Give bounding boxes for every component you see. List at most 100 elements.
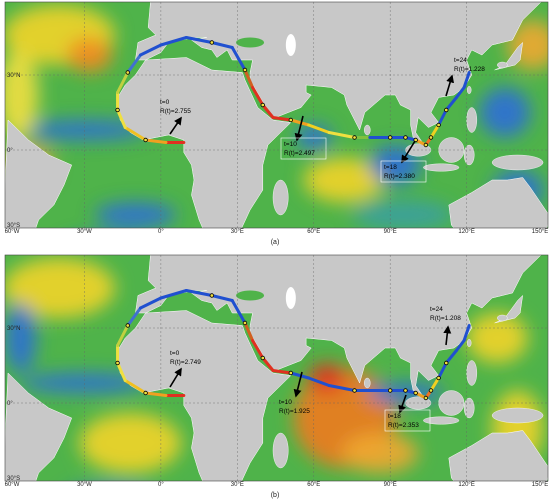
- risk-label: R(t)=2.497: [284, 150, 315, 157]
- route-node: [125, 70, 130, 75]
- route-segment: [454, 339, 466, 352]
- route-segment: [444, 349, 458, 365]
- arrow: [445, 74, 454, 97]
- island: [466, 86, 472, 94]
- route-segment: [126, 306, 142, 327]
- route-segment: [289, 118, 311, 127]
- longitude-label: 0°: [158, 229, 164, 235]
- route-node: [115, 360, 120, 366]
- route-segment: [116, 71, 130, 94]
- route-node: [403, 135, 408, 140]
- time-label: t=0: [170, 350, 180, 357]
- longitude-label: 120°E: [458, 482, 474, 488]
- ocean-patch: [303, 157, 386, 203]
- route-segment: [261, 356, 275, 372]
- ocean-patch: [64, 486, 156, 503]
- ocean-patch: [5, 50, 39, 140]
- route-segment: [210, 294, 234, 302]
- arrow: [293, 371, 303, 398]
- land: [117, 57, 292, 228]
- caspian-sea: [285, 287, 296, 309]
- route-segment: [462, 324, 471, 342]
- longitude-label: 60°W: [5, 482, 20, 488]
- route-node: [428, 388, 434, 393]
- route-segment: [126, 53, 142, 74]
- arrow: [294, 115, 304, 142]
- land: [494, 41, 524, 71]
- caspian-sea: [285, 34, 296, 56]
- time-label: t=24: [430, 306, 443, 313]
- arrow: [169, 367, 182, 388]
- island: [364, 377, 371, 389]
- label-box: [280, 137, 327, 160]
- ocean-patch: [479, 87, 531, 138]
- route-node: [423, 142, 429, 148]
- longitude-label: 120°E: [458, 229, 474, 235]
- time-label: t=0: [160, 99, 170, 106]
- arrow: [401, 140, 416, 164]
- ocean-patch: [341, 433, 419, 473]
- time-label: t=18: [388, 413, 401, 420]
- land: [135, 255, 542, 401]
- time-label: t=18: [384, 164, 397, 171]
- island: [466, 339, 472, 347]
- route-node: [436, 122, 441, 128]
- route-node: [288, 117, 294, 123]
- route-segment: [123, 379, 148, 395]
- land: [135, 2, 542, 148]
- route-segment: [307, 123, 331, 134]
- route-segment: [271, 369, 293, 375]
- island: [272, 179, 289, 216]
- longitude-label: 60°E: [307, 229, 320, 235]
- longitude-label: 60°W: [5, 229, 20, 235]
- ocean-patch: [79, 413, 182, 473]
- route-node: [260, 102, 265, 108]
- island: [491, 407, 544, 424]
- route-segment: [462, 71, 471, 89]
- route-segment: [243, 321, 255, 342]
- risk-label: R(t)=1.925: [279, 408, 310, 415]
- panel-label: (a): [271, 239, 280, 246]
- route-segment: [138, 43, 163, 57]
- island: [423, 416, 460, 425]
- route-segment: [327, 384, 357, 392]
- longitude-label: 150°E: [532, 229, 548, 235]
- map-content: [5, 2, 548, 228]
- route-segment: [251, 86, 265, 107]
- route-segment: [184, 36, 214, 44]
- label-box: [384, 409, 431, 432]
- route-node: [209, 293, 215, 298]
- time-label: t=10: [279, 399, 292, 406]
- time-label: t=10: [284, 141, 297, 148]
- route-segment: [307, 376, 331, 387]
- route-segment: [271, 116, 293, 122]
- map-panel: 60°W 30°W 0° 30°E 60°E 90°E 120°E 150°E 30°N 0° 30…: [5, 1, 549, 246]
- arrow: [398, 394, 407, 414]
- longitude-label: 90°E: [384, 482, 397, 488]
- route-segment: [210, 41, 234, 49]
- latitude-label: 30°S: [7, 223, 20, 229]
- longitude-label: 30°W: [77, 229, 92, 235]
- map-content: [5, 255, 548, 503]
- ocean-patch: [5, 303, 37, 373]
- panel-label: (b): [271, 492, 280, 499]
- route-segment: [251, 339, 265, 360]
- black-sea: [236, 37, 265, 48]
- longitude-label: 30°E: [231, 229, 244, 235]
- risk-label: R(t)=2.380: [384, 173, 415, 180]
- route-node: [209, 40, 215, 45]
- route-node: [403, 388, 408, 393]
- island: [466, 360, 478, 386]
- longitude-label: 90°E: [384, 229, 397, 235]
- route-segment: [444, 96, 458, 112]
- route-node: [260, 355, 265, 361]
- route-node: [352, 135, 357, 140]
- route-segment: [159, 36, 188, 47]
- route-segment: [138, 296, 163, 310]
- route-segment: [243, 68, 255, 89]
- island: [491, 154, 544, 171]
- latitude-label: 0°: [7, 148, 13, 154]
- route-segment: [230, 299, 247, 325]
- map-panel: 60°W 30°W 0° 30°E 60°E 90°E 120°E 150°E 30°N 0° 30…: [5, 254, 549, 503]
- ocean-patch: [466, 313, 528, 363]
